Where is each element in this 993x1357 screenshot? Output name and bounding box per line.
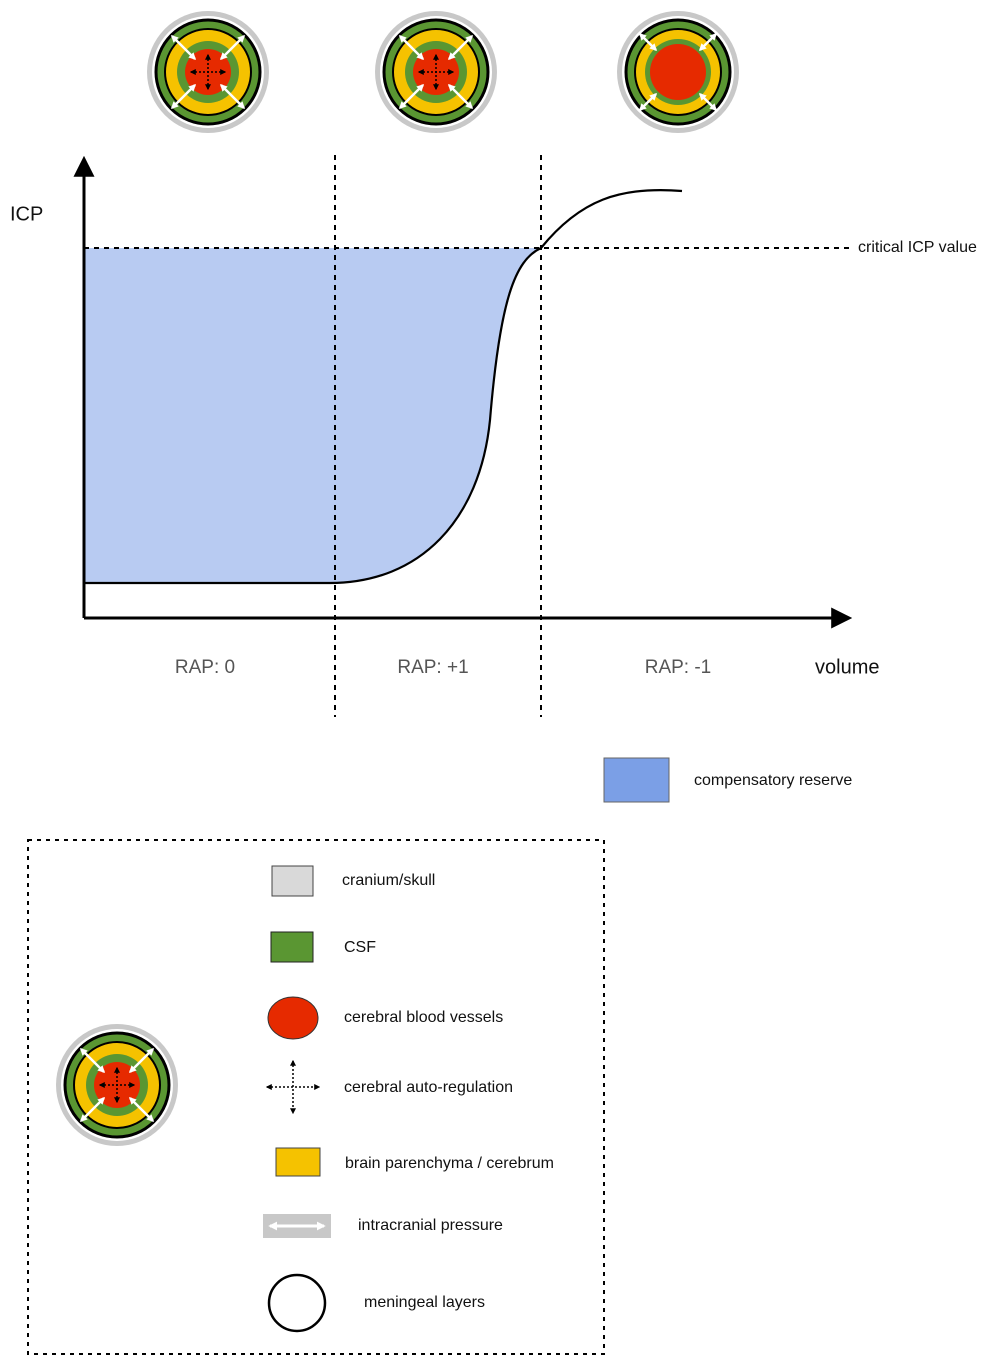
meninges-swatch (267, 1273, 327, 1333)
csf-swatch (270, 931, 314, 963)
legend-item: cerebral blood vessels (344, 1009, 503, 1026)
legend-item: CSF (344, 939, 376, 956)
brain-icon (375, 11, 497, 133)
reserve-swatch (603, 757, 670, 803)
brain-icon (617, 11, 739, 133)
pressure-volume-curve (84, 188, 683, 585)
compensatory-reserve-area (84, 248, 541, 583)
legend-item: brain parenchyma / cerebrum (345, 1155, 554, 1172)
brain-icon (147, 11, 269, 133)
parenchyma-swatch (275, 1147, 321, 1177)
legend-item: cranium/skull (342, 872, 435, 889)
zone-label: RAP: +1 (397, 657, 468, 678)
legend-item: meningeal layers (364, 1294, 485, 1311)
legend-item: intracranial pressure (358, 1217, 503, 1234)
zone-label: RAP: -1 (645, 657, 712, 678)
threshold-label: critical ICP value (858, 239, 977, 256)
y-axis-label: ICP (10, 203, 43, 225)
reserve-legend: compensatory reserve (694, 772, 852, 789)
skull-swatch (271, 865, 314, 897)
legend-brain-icon (56, 1024, 178, 1146)
x-axis-label: volume (815, 656, 879, 678)
legend-item: cerebral auto-regulation (344, 1079, 513, 1096)
vessels-swatch (267, 996, 319, 1040)
zone-label: RAP: 0 (175, 657, 235, 678)
autoregulation-swatch (265, 1059, 321, 1115)
legend-box (27, 839, 605, 1355)
